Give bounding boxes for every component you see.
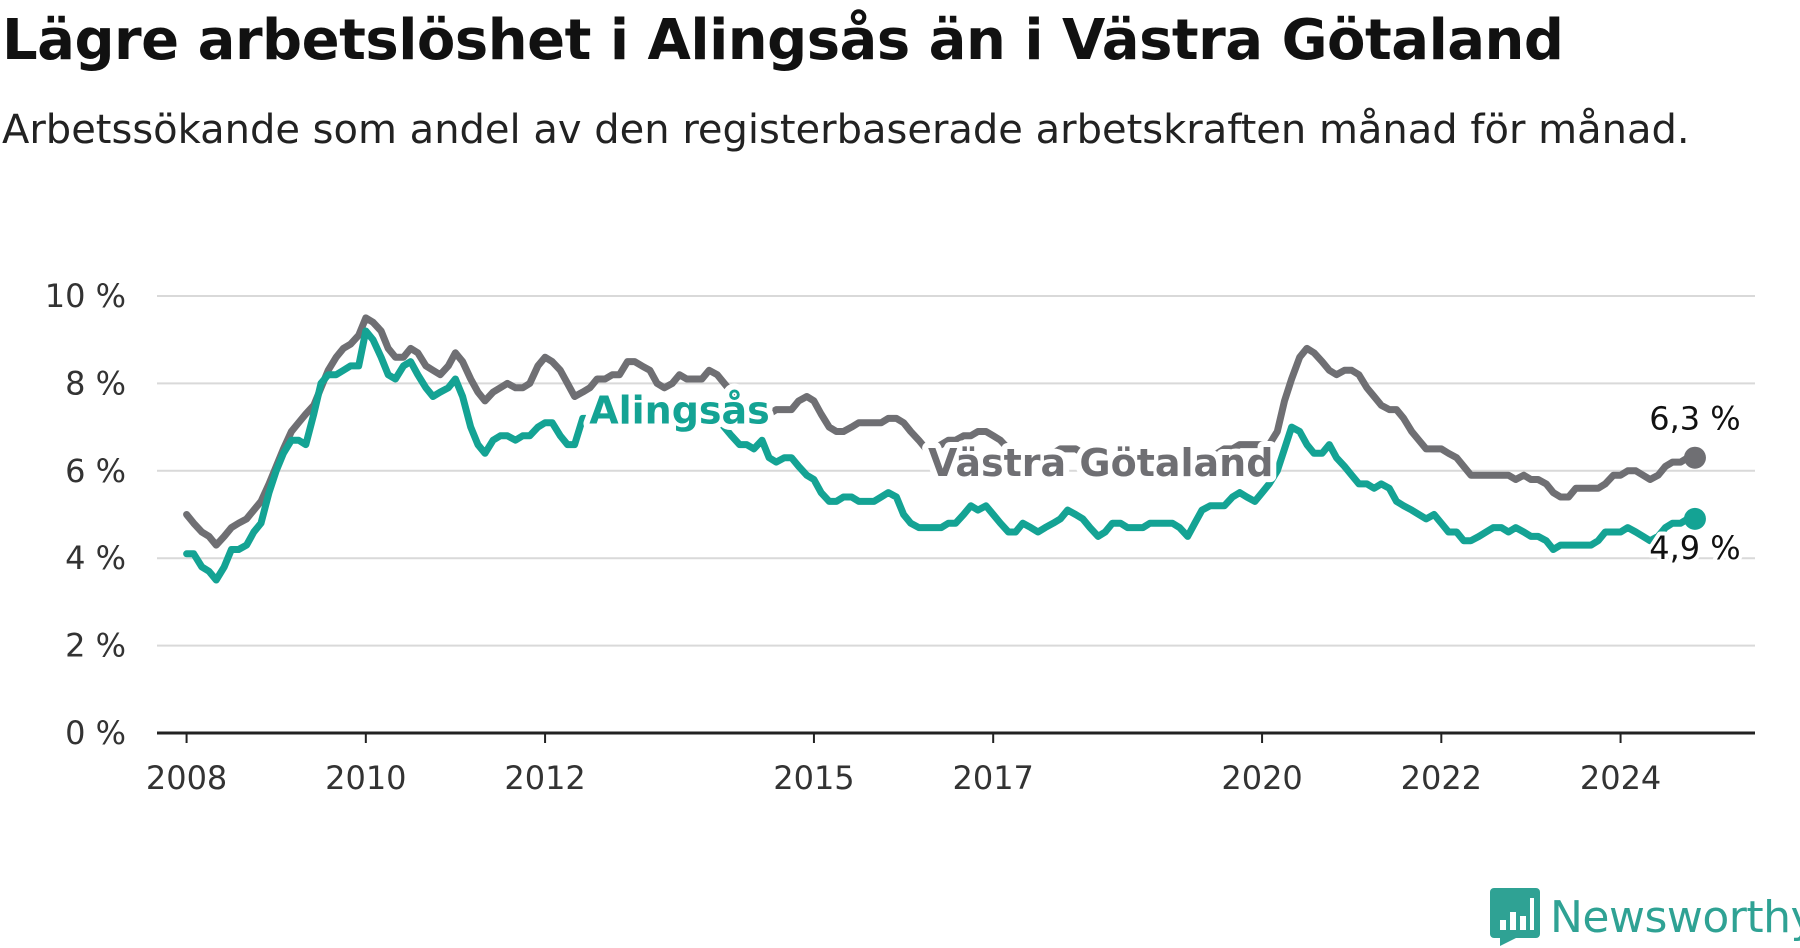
series-end-dot-vastra-gotaland <box>1683 446 1706 469</box>
series-label-vastra-gotaland: Västra Götaland <box>928 441 1273 485</box>
x-tick-label: 2012 <box>504 759 585 797</box>
x-tick-label: 2010 <box>325 759 406 797</box>
y-tick-label: 0 % <box>65 714 126 752</box>
y-tick-label: 10 % <box>45 277 126 315</box>
chart-title: Lägre arbetslöshet i Alingsås än i Västr… <box>2 8 1564 73</box>
x-axis-ticks: 2008 2010 2012 2015 2017 2020 2022 2024 <box>146 731 1755 797</box>
series-end-dot-alingsas <box>1683 507 1706 530</box>
series-line-alingsas <box>183 327 1699 584</box>
newsworthy-logo-text: Newsworthy <box>1550 891 1800 943</box>
x-tick-label: 2020 <box>1221 759 1302 797</box>
y-tick-label: 2 % <box>65 627 126 665</box>
x-tick-label: 2022 <box>1401 759 1482 797</box>
y-tick-label: 4 % <box>65 539 126 577</box>
x-tick-label: 2017 <box>952 759 1033 797</box>
chart-subtitle: Arbetssökande som andel av den registerb… <box>2 107 1690 153</box>
y-tick-label: 8 % <box>65 364 126 402</box>
x-tick-label: 2008 <box>146 759 227 797</box>
y-axis-ticks: 0 % 2 % 4 % 6 % 8 % 10 % <box>45 277 126 752</box>
newsworthy-logo: Newsworthy <box>1490 888 1800 946</box>
series-label-alingsas: Alingsås <box>589 389 770 433</box>
x-tick-label: 2015 <box>773 759 854 797</box>
y-tick-label: 6 % <box>65 452 126 490</box>
series-labels: Alingsås Västra Götaland 6,3 % 4,9 % <box>583 383 1744 571</box>
x-tick-label: 2024 <box>1580 759 1661 797</box>
series-lines <box>183 314 1706 584</box>
end-value-label-vastra-gotaland: 6,3 % <box>1649 400 1740 438</box>
newsworthy-logo-icon <box>1490 888 1540 946</box>
end-value-label-alingsas: 4,9 % <box>1649 529 1740 567</box>
series-line-vastra-gotaland <box>183 314 1699 549</box>
